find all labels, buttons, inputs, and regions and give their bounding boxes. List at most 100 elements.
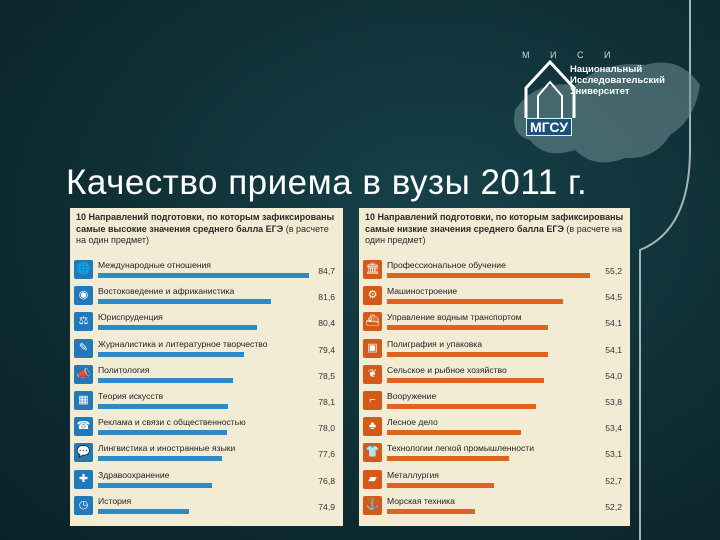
bottom-directions-list: 🏛 Профессиональное обучение 55,2 ⚙ Машиностр… (363, 258, 626, 520)
leaf-icon: ❦ (363, 364, 382, 384)
item-value: 76,8 (318, 475, 335, 486)
pen-icon: ✎ (74, 338, 93, 358)
list-item: ▣ Полиграфия и упаковка 54,1 (363, 337, 626, 363)
value-bar (98, 377, 233, 383)
panel-title: 10 Направлений подготовки, по которым за… (365, 212, 624, 245)
item-label: Морская техника (387, 495, 455, 506)
list-item: ⚙ Машиностроение 54,5 (363, 284, 626, 310)
world-icon: ◉ (74, 286, 93, 306)
item-label: Теория искусств (98, 390, 164, 401)
value-bar (98, 482, 212, 488)
value-bar (98, 351, 244, 357)
item-value: 53,4 (605, 423, 622, 434)
item-value: 52,2 (605, 501, 622, 512)
building-icon: 🏛 (363, 260, 382, 279)
top-directions-list: 🌐 Международные отношения 84,7 ◉ Востоковеде… (74, 258, 339, 520)
item-value: 78,0 (318, 423, 335, 434)
anchor-icon: ⚓ (363, 495, 382, 515)
item-label: Лесное дело (387, 417, 438, 428)
speech-icon: 💬 (74, 443, 93, 463)
item-label: Вооружение (387, 390, 437, 401)
list-item: ⌐ Вооружение 53,8 (363, 389, 626, 415)
value-bar (98, 508, 189, 514)
list-item: ✚ Здравоохранение 76,8 (74, 468, 339, 494)
item-label: Журналистика и литературное творчество (98, 338, 268, 349)
item-value: 77,6 (318, 449, 335, 460)
value-bar (387, 299, 563, 305)
item-value: 79,4 (318, 344, 335, 355)
list-item: 💬 Лингвистика и иностранные языки 77,6 (74, 441, 339, 467)
value-bar (387, 508, 475, 514)
gears-icon: ⚙ (363, 286, 382, 306)
list-item: 🏛 Профессиональное обучение 55,2 (363, 258, 626, 284)
top-directions-panel: 10 Направлений подготовки, по которым за… (70, 208, 343, 526)
scales-icon: ⚖ (74, 312, 93, 332)
value-bar (387, 273, 590, 278)
page-title: Качество приема в вузы 2011 г. (66, 163, 588, 202)
item-label: Профессиональное обучение (387, 260, 506, 270)
house-logo-icon (524, 60, 576, 118)
item-value: 80,4 (318, 318, 335, 329)
value-bar (387, 403, 536, 409)
clock-icon: ◷ (74, 495, 93, 515)
list-item: 👕 Технологии легкой промышленности 53,1 (363, 441, 626, 467)
value-bar (98, 403, 228, 409)
item-label: Здравоохранение (98, 469, 170, 480)
item-value: 55,2 (605, 266, 622, 276)
list-item: ☎ Реклама и связи с общественностью 78,0 (74, 415, 339, 441)
gun-icon: ⌐ (363, 390, 382, 410)
value-bar (387, 482, 494, 488)
item-value: 54,1 (605, 318, 622, 329)
item-value: 78,5 (318, 370, 335, 381)
logo-letters: М И С И (522, 50, 620, 60)
item-label: Международные отношения (98, 260, 211, 270)
box-icon: ▣ (363, 338, 382, 358)
list-item: ⚖ Юриспруденция 80,4 (74, 310, 339, 336)
megaphone-icon: 📣 (74, 364, 93, 384)
item-label: Востоковедение и африканистика (98, 286, 235, 297)
value-bar (387, 377, 544, 383)
item-value: 54,1 (605, 344, 622, 355)
item-label: Технологии легкой промышленности (387, 443, 535, 454)
value-bar (387, 351, 548, 357)
item-value: 54,5 (605, 292, 622, 303)
bottom-directions-panel: 10 Направлений подготовки, по которым за… (359, 208, 630, 526)
item-value: 54,0 (605, 370, 622, 381)
item-label: Металлургия (387, 469, 439, 480)
logo-abbreviation: МГСУ (526, 118, 573, 136)
ship-icon: ⛴ (363, 312, 382, 332)
list-item: 📣 Политология 78,5 (74, 363, 339, 389)
film-icon: ▦ (74, 390, 93, 410)
item-value: 74,9 (318, 501, 335, 512)
university-name: Национальный Исследовательский Университ… (570, 64, 665, 97)
item-label: Юриспруденция (98, 312, 163, 323)
item-value: 52,7 (605, 475, 622, 486)
item-value: 53,8 (605, 396, 622, 407)
list-item: ⚓ Морская техника 52,2 (363, 494, 626, 520)
tree-icon: ♣ (363, 417, 382, 437)
item-value: 53,1 (605, 449, 622, 460)
list-item: ⛴ Управление водным транспортом 54,1 (363, 310, 626, 336)
globe-icon: 🌐 (74, 260, 93, 279)
item-label: Реклама и связи с общественностью (98, 417, 246, 428)
value-bar (98, 430, 227, 436)
list-item: 🌐 Международные отношения 84,7 (74, 258, 339, 284)
item-label: Управление водным транспортом (387, 312, 522, 323)
list-item: ▰ Металлургия 52,7 (363, 468, 626, 494)
value-bar (98, 273, 309, 278)
item-label: Сельское и рыбное хозяйство (387, 364, 507, 375)
list-item: ◉ Востоковедение и африканистика 81,6 (74, 284, 339, 310)
item-label: История (98, 495, 132, 506)
list-item: ▦ Теория искусств 78,1 (74, 389, 339, 415)
list-item: ◷ История 74,9 (74, 494, 339, 520)
value-bar (98, 456, 222, 462)
value-bar (387, 456, 509, 462)
item-label: Полиграфия и упаковка (387, 338, 483, 349)
university-logo: М И С И Национальный Исследовательский У… (518, 48, 688, 148)
phone-icon: ☎ (74, 417, 93, 437)
list-item: ✎ Журналистика и литературное творчество 7… (74, 337, 339, 363)
value-bar (98, 299, 271, 305)
list-item: ❦ Сельское и рыбное хозяйство 54,0 (363, 363, 626, 389)
